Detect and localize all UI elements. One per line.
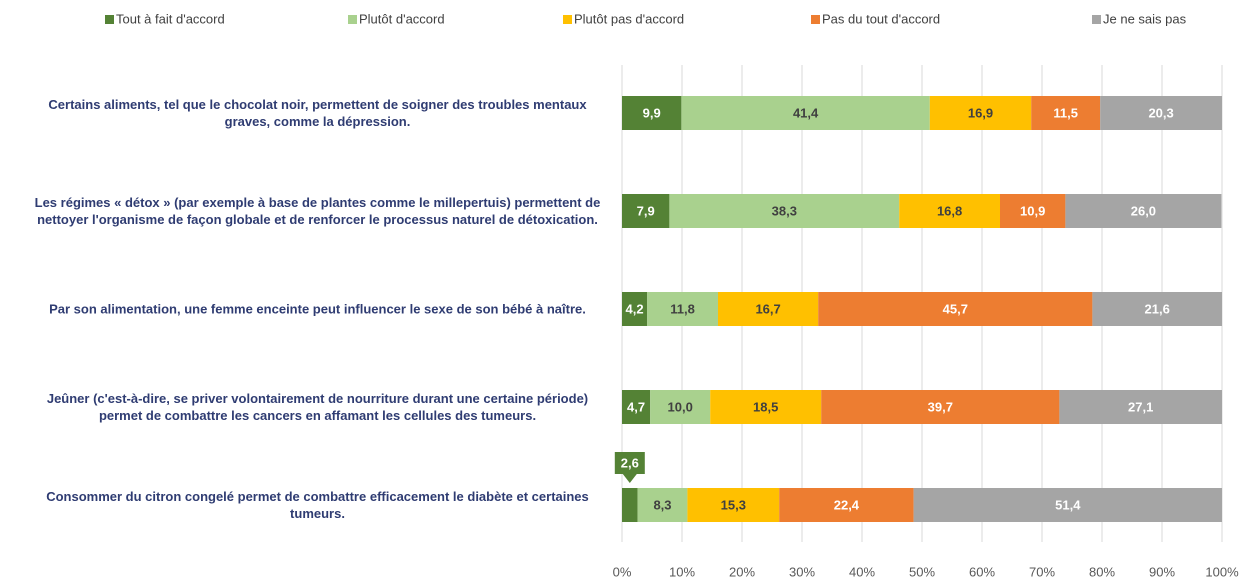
category-label: Les régimes « détox » (par exemple à bas…: [34, 195, 601, 227]
legend-label: Je ne sais pas: [1103, 11, 1187, 26]
x-tick-label: 50%: [909, 564, 935, 579]
bar-segment: [913, 488, 1222, 522]
data-label: 38,3: [772, 203, 797, 218]
data-label: 20,3: [1148, 105, 1173, 120]
category-label: Certains aliments, tel que le chocolat n…: [48, 97, 587, 129]
category-label: Consommer du citron congelé permet de co…: [46, 489, 589, 521]
bar-segment: [710, 390, 822, 424]
bar-segment: [1059, 390, 1222, 424]
bar-segment: [622, 292, 648, 326]
legend-swatch: [105, 15, 114, 24]
bar-segment: [647, 292, 718, 326]
callout-box: [614, 452, 645, 474]
bar-segment: [1092, 292, 1222, 326]
bar-segment: [718, 292, 819, 326]
bar-segment: [1065, 194, 1222, 228]
data-label: 51,4: [1055, 497, 1081, 512]
legend-label: Plutôt pas d'accord: [574, 11, 684, 26]
bar-segment: [818, 292, 1093, 326]
data-label: 4,2: [626, 301, 644, 316]
legend-swatch: [811, 15, 820, 24]
data-label: 21,6: [1145, 301, 1170, 316]
data-label: 11,8: [670, 301, 695, 316]
bar-segment: [637, 488, 688, 522]
data-label: 2,6: [621, 455, 639, 470]
data-label: 9,9: [643, 105, 661, 120]
data-label: 15,3: [721, 497, 746, 512]
data-label: 41,4: [793, 105, 819, 120]
category-label: Jeûner (c'est-à-dire, se priver volontai…: [46, 391, 589, 423]
x-tick-label: 30%: [789, 564, 815, 579]
data-label: 18,5: [753, 399, 778, 414]
data-label: 26,0: [1131, 203, 1156, 218]
data-label: 45,7: [943, 301, 968, 316]
legend-label: Plutôt d'accord: [359, 11, 445, 26]
data-label: 8,3: [653, 497, 671, 512]
data-label: 16,9: [968, 105, 993, 120]
bar-segment: [681, 96, 930, 130]
bar-segment: [687, 488, 780, 522]
data-label: 10,0: [668, 399, 693, 414]
category-label: Par son alimentation, une femme enceinte…: [49, 301, 586, 317]
bar-segment: [1031, 96, 1101, 130]
bar-segment: [929, 96, 1032, 130]
x-tick-label: 10%: [669, 564, 695, 579]
legend-swatch: [348, 15, 357, 24]
bar-segment: [650, 390, 711, 424]
x-tick-label: 60%: [969, 564, 995, 579]
bar-segment: [821, 390, 1060, 424]
data-label: 27,1: [1128, 399, 1153, 414]
bar-segment: [779, 488, 914, 522]
bar-segment: [622, 390, 651, 424]
data-label: 10,9: [1020, 203, 1045, 218]
data-label: 4,7: [627, 399, 645, 414]
x-tick-label: 20%: [729, 564, 755, 579]
data-label: 16,8: [937, 203, 962, 218]
bar-segment: [622, 96, 682, 130]
data-label: 11,5: [1053, 105, 1078, 120]
bar-segment: [669, 194, 900, 228]
x-tick-label: 100%: [1205, 564, 1239, 579]
bar-segment: [622, 488, 638, 522]
callout-arrow: [622, 474, 637, 483]
bar-segment: [1100, 96, 1222, 130]
bar-segment: [622, 194, 670, 228]
data-label: 39,7: [928, 399, 953, 414]
x-tick-label: 0%: [613, 564, 632, 579]
x-tick-label: 70%: [1029, 564, 1055, 579]
data-label: 22,4: [834, 497, 860, 512]
bar-segment: [899, 194, 1000, 228]
legend-swatch: [563, 15, 572, 24]
legend-swatch: [1092, 15, 1101, 24]
data-label: 16,7: [755, 301, 780, 316]
legend-label: Tout à fait d'accord: [116, 11, 225, 26]
x-tick-label: 40%: [849, 564, 875, 579]
legend-label: Pas du tout d'accord: [822, 11, 940, 26]
x-tick-label: 90%: [1149, 564, 1175, 579]
x-tick-label: 80%: [1089, 564, 1115, 579]
data-label: 7,9: [637, 203, 655, 218]
bar-segment: [1000, 194, 1066, 228]
